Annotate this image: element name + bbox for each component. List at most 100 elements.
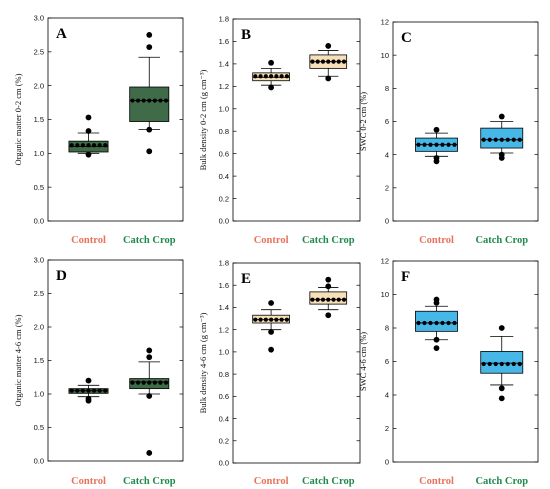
y-tick-label: 2.5: [34, 289, 44, 298]
y-tick-label: 1.5: [34, 115, 44, 124]
data-point: [263, 74, 268, 79]
data-point: [310, 59, 315, 64]
outlier-point: [85, 397, 92, 404]
panel-e: 0.0 0.2 0.4 0.6 0.8 1.0 1.2 1.4 1.6 1.8 Bulk densi…: [198, 259, 361, 487]
data-point: [91, 143, 97, 148]
y-tick-label: 10: [381, 290, 389, 299]
data-point: [80, 143, 86, 148]
outlier-point: [146, 32, 153, 38]
y-tick-label: 3.0: [34, 256, 44, 265]
y-tick-label: 0.0: [219, 217, 229, 226]
data-point: [274, 317, 279, 322]
outlier-point: [146, 148, 153, 155]
plot-frame: [232, 18, 361, 222]
y-tick-label: 4: [385, 150, 389, 159]
panel-letter: E: [241, 271, 251, 287]
data-point: [163, 98, 169, 103]
outlier-point: [498, 325, 505, 331]
y-tick-label: 12: [381, 18, 389, 27]
y-tick-label: 12: [381, 257, 389, 266]
data-point: [279, 317, 284, 322]
panel-letter: F: [401, 269, 410, 285]
y-tick-label: 1.0: [34, 149, 44, 158]
data-point: [152, 98, 157, 103]
y-tick-label: 1.2: [219, 82, 229, 91]
data-point: [69, 143, 74, 148]
data-point: [446, 142, 451, 147]
data-point: [452, 142, 457, 147]
category-label: Control: [71, 476, 106, 487]
data-point: [499, 137, 504, 142]
data-point: [511, 137, 516, 142]
outlier-point: [146, 44, 153, 50]
data-point: [446, 320, 451, 326]
box-control: [68, 114, 109, 158]
data-point: [326, 59, 331, 64]
data-point: [253, 317, 258, 322]
y-tick-label: 1.5: [34, 356, 44, 365]
data-point: [253, 74, 258, 79]
outlier-point: [146, 347, 153, 354]
box-control: [252, 300, 290, 353]
y-tick-label: 1.0: [219, 104, 229, 113]
box-catch-crop: [309, 276, 348, 319]
data-point: [103, 388, 108, 393]
data-point: [80, 388, 86, 393]
data-point: [97, 388, 102, 393]
data-point: [505, 137, 510, 142]
data-point: [487, 137, 492, 142]
y-tick-label: 2.0: [34, 81, 44, 90]
y-tick-label: 1.2: [219, 325, 229, 334]
data-point: [341, 59, 347, 64]
outlier-point: [268, 346, 274, 353]
category-label: Catch Crop: [302, 476, 355, 487]
panel-d: 0.0 0.5 1.0 1.5 2.0 2.5 3.0 Organic matter 4-6 …: [13, 256, 184, 487]
y-tick-label: 0.4: [219, 414, 229, 423]
y-axis-label: SWC 0-2 cm (%): [358, 92, 368, 151]
plot-frame: [47, 259, 184, 462]
outlier-point: [433, 158, 440, 165]
y-tick-label: 1.0: [34, 390, 44, 399]
data-point: [517, 361, 522, 367]
data-point: [487, 361, 492, 367]
box-catch-crop: [480, 113, 524, 161]
y-axis-label: Bulk density 0-2 cm (g cm⁻³): [198, 69, 208, 170]
data-point: [103, 143, 108, 148]
data-point: [269, 74, 274, 79]
y-tick-label: 1.4: [219, 60, 229, 69]
outlier-point: [146, 393, 153, 399]
data-point: [135, 380, 141, 385]
data-point: [158, 380, 163, 385]
data-point: [147, 380, 152, 385]
box-control: [415, 296, 458, 351]
outlier-point: [325, 43, 332, 49]
y-tick-label: 1.4: [219, 303, 229, 312]
outlier-point: [268, 300, 274, 306]
y-tick-label: 0.0: [219, 459, 229, 468]
box-catch-crop: [480, 325, 524, 402]
data-point: [341, 297, 347, 302]
panel-letter: A: [56, 26, 67, 42]
data-point: [141, 380, 146, 385]
outlier-point: [146, 450, 153, 456]
y-tick-label: 0.8: [219, 370, 229, 379]
outlier-point: [325, 283, 332, 290]
data-point: [269, 317, 274, 322]
y-tick-label: 1.8: [219, 15, 229, 24]
data-point: [135, 98, 141, 103]
data-point: [505, 361, 510, 367]
panel-letter: B: [241, 27, 251, 43]
data-point: [331, 297, 336, 302]
y-tick-label: 2.0: [34, 323, 44, 332]
outlier-point: [85, 128, 92, 134]
category-label: Catch Crop: [123, 235, 176, 246]
data-point: [147, 98, 152, 103]
plot-frame: [392, 21, 539, 222]
data-point: [163, 380, 169, 385]
box-control: [252, 59, 290, 91]
data-point: [258, 317, 263, 322]
y-tick-label: 4: [385, 391, 389, 400]
y-tick-label: 0.6: [219, 149, 229, 158]
data-point: [320, 59, 326, 64]
